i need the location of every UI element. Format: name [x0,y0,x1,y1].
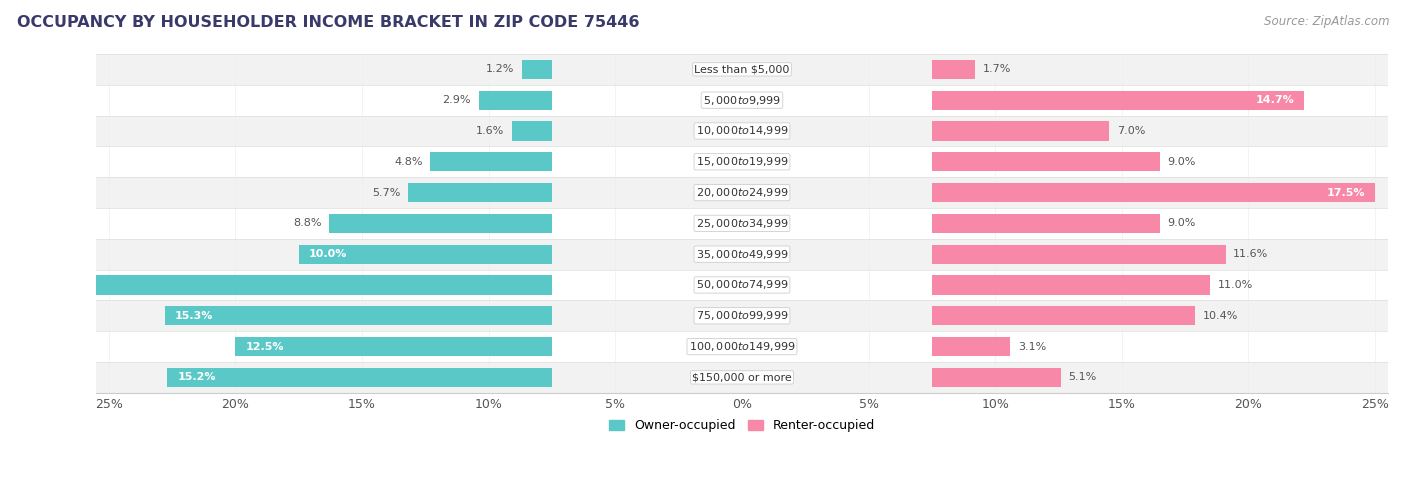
Text: $50,000 to $74,999: $50,000 to $74,999 [696,279,789,292]
Bar [96,115,1388,147]
Bar [96,239,1388,270]
Text: $20,000 to $24,999: $20,000 to $24,999 [696,186,789,199]
Bar [408,183,553,202]
Text: 8.8%: 8.8% [292,218,322,228]
Text: 10.4%: 10.4% [1204,311,1239,321]
Text: 15.3%: 15.3% [174,311,214,321]
Bar [430,152,553,171]
Bar [932,152,1160,171]
Bar [96,208,1388,239]
Text: $25,000 to $34,999: $25,000 to $34,999 [696,217,789,230]
Bar [932,306,1195,325]
Bar [96,54,1388,85]
Bar [932,244,1226,264]
Text: 15.2%: 15.2% [177,373,215,382]
Bar [165,306,553,325]
Text: 10.0%: 10.0% [309,249,347,259]
Text: 1.6%: 1.6% [475,126,503,136]
Text: $150,000 or more: $150,000 or more [692,373,792,382]
Bar [932,276,1211,295]
Text: 3.1%: 3.1% [1018,341,1046,352]
Text: 4.8%: 4.8% [394,157,423,167]
Bar [932,183,1375,202]
Text: $100,000 to $149,999: $100,000 to $149,999 [689,340,796,353]
Bar [512,121,553,141]
Text: $35,000 to $49,999: $35,000 to $49,999 [696,248,789,261]
Text: 9.0%: 9.0% [1167,218,1195,228]
Bar [0,276,553,295]
Text: 5.1%: 5.1% [1069,373,1097,382]
Text: 1.7%: 1.7% [983,64,1011,75]
Bar [235,337,553,356]
Text: 7.0%: 7.0% [1116,126,1144,136]
Bar [96,331,1388,362]
Text: 14.7%: 14.7% [1256,95,1294,105]
Bar [96,362,1388,393]
Text: $15,000 to $19,999: $15,000 to $19,999 [696,155,789,169]
Bar [96,177,1388,208]
Text: Source: ZipAtlas.com: Source: ZipAtlas.com [1264,15,1389,28]
Bar [932,121,1109,141]
Text: OCCUPANCY BY HOUSEHOLDER INCOME BRACKET IN ZIP CODE 75446: OCCUPANCY BY HOUSEHOLDER INCOME BRACKET … [17,15,640,30]
Text: 12.5%: 12.5% [246,341,284,352]
Bar [932,60,974,79]
Text: 22.2%: 22.2% [0,280,38,290]
Bar [167,368,553,387]
Bar [932,368,1062,387]
Text: 5.7%: 5.7% [371,187,401,198]
Bar [478,91,553,110]
Bar [932,337,1011,356]
Text: 11.0%: 11.0% [1218,280,1253,290]
Bar [932,214,1160,233]
Text: 9.0%: 9.0% [1167,157,1195,167]
Text: 11.6%: 11.6% [1233,249,1268,259]
Bar [329,214,553,233]
Bar [932,91,1305,110]
Bar [96,147,1388,177]
Text: $10,000 to $14,999: $10,000 to $14,999 [696,125,789,137]
Legend: Owner-occupied, Renter-occupied: Owner-occupied, Renter-occupied [603,414,880,437]
Text: 2.9%: 2.9% [443,95,471,105]
Text: 17.5%: 17.5% [1326,187,1365,198]
Text: $5,000 to $9,999: $5,000 to $9,999 [703,94,782,107]
Bar [522,60,553,79]
Bar [96,300,1388,331]
Bar [96,85,1388,115]
Text: 1.2%: 1.2% [485,64,515,75]
Bar [96,270,1388,300]
Text: Less than $5,000: Less than $5,000 [695,64,790,75]
Bar [299,244,553,264]
Text: $75,000 to $99,999: $75,000 to $99,999 [696,309,789,322]
